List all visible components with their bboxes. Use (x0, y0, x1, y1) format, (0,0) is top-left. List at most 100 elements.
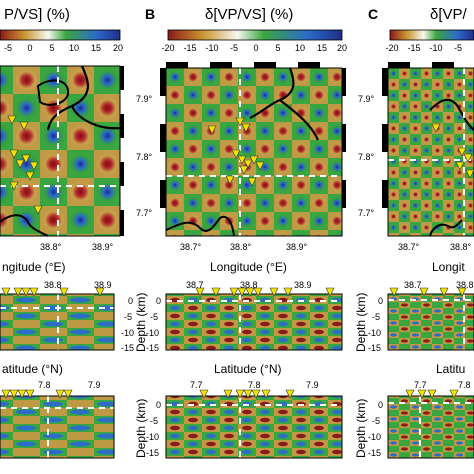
section-lat-a (0, 395, 115, 459)
map-a (0, 65, 124, 237)
colorbar-title-a: P/VS] (%) (4, 6, 70, 23)
section-lat-c-top-tick: 7.8 (458, 380, 471, 390)
cb-a-tick: 5 (49, 43, 55, 53)
section-lat-c-ylabel: Depth (km) (354, 398, 368, 458)
section-lon-a-depth-tick: -15 (121, 343, 135, 353)
section-lon-c-depth-tick: -5 (372, 312, 381, 322)
cb-b-tick: 0 (253, 43, 259, 53)
cb-b-tick: -20 (161, 43, 175, 53)
map-c-lon-tick: 38.8° (450, 242, 472, 252)
section-lat-c-depth-tick: -5 (372, 416, 381, 426)
section-lat-b-depth-tick: -5 (150, 416, 159, 426)
section-lat-b-depth-tick: -15 (146, 448, 160, 458)
section-lat-c-depth-tick: 0 (378, 400, 384, 410)
panel-letter-b: B (145, 6, 156, 22)
section-lon-a-top-tick: 38.9 (94, 280, 112, 290)
colorbar-title-c: δ[VP/ (430, 6, 467, 23)
section-lon-b-top-tick: 38.8 (240, 280, 258, 290)
section-lon-c-xlabel: Latitu (436, 362, 466, 376)
colorbar-ticks-a: -5 0 5 10 15 20 (0, 43, 130, 55)
section-lon-b-stations (195, 287, 335, 297)
map-b-lat-tick: 7.8° (136, 152, 153, 162)
section-lon-c-stations (389, 287, 467, 297)
section-lat-b-top-tick: 7.7 (190, 380, 203, 390)
map-c-stations (431, 123, 474, 179)
map-b-stations (207, 117, 265, 187)
cb-c-tick: -10 (429, 43, 443, 53)
section-lat-c-top-tick: 7.7 (414, 380, 427, 390)
section-lon-c-top-tick: 38.7 (404, 280, 422, 290)
section-lon-b-depth-tick: -15 (146, 343, 160, 353)
section-lon-a-depth-tick: 0 (128, 296, 134, 306)
section-lat-c-depth-tick: -10 (368, 432, 382, 442)
cb-a-tick: 20 (112, 43, 124, 53)
section-lon-a-ylabel: Depth (km) (134, 292, 148, 352)
section-lon-b-top-tick: 38.9 (294, 280, 312, 290)
section-lat-b-ylabel: Depth (km) (134, 398, 148, 458)
section-lon-a (0, 293, 115, 351)
cb-a-tick: 0 (27, 43, 33, 53)
map-a-xlabel: ngitude (°E) (2, 260, 66, 274)
cb-a-tick: -5 (3, 43, 13, 53)
section-lat-a-top-tick: 7.9 (88, 380, 101, 390)
section-lon-a-stations (1, 287, 105, 297)
section-lat-c-depth-tick: -15 (368, 448, 382, 458)
colorbar-a (0, 29, 121, 41)
section-lon-b (165, 293, 343, 351)
panel-letter-c: C (368, 6, 379, 22)
section-lon-b-depth-tick: -10 (146, 328, 160, 338)
section-lon-a-depth-tick: -5 (124, 312, 133, 322)
map-c-lat-tick: 7.8° (358, 152, 375, 162)
section-lon-a-xlabel: atitude (°N) (2, 362, 63, 376)
map-c-lat-tick: 7.9° (358, 94, 375, 104)
cb-b-tick: 10 (294, 43, 306, 53)
section-lon-c-top-tick: 38.8 (456, 280, 474, 290)
map-b-lon-tick: 38.8° (230, 242, 252, 252)
cb-b-tick: -15 (183, 43, 197, 53)
section-lon-c-depth-tick: -10 (368, 328, 382, 338)
section-lon-a-depth-tick: -10 (121, 328, 135, 338)
section-lat-b-top-tick: 7.8 (248, 380, 261, 390)
section-lat-a-stations (1, 389, 73, 399)
section-lat-a-top-tick: 7.8 (38, 380, 51, 390)
map-b-lat-tick: 7.9° (136, 94, 153, 104)
map-c-xlabel: Longit (432, 260, 465, 274)
map-b-xlabel: Longitude (°E) (210, 260, 287, 274)
map-a-lon-tick: 38.8° (40, 242, 62, 252)
cb-b-tick: -10 (205, 43, 219, 53)
cb-a-tick: 10 (68, 43, 80, 53)
section-lat-c-stations (405, 389, 459, 399)
map-b-lat-tick: 7.7° (136, 208, 153, 218)
section-lon-c (387, 293, 474, 351)
section-lat-b-top-tick: 7.9 (306, 380, 319, 390)
cb-b-tick: 5 (275, 43, 281, 53)
section-lat-c (387, 395, 474, 459)
section-lon-b-depth-tick: -5 (150, 312, 159, 322)
map-a-lon-tick: 38.9° (92, 242, 114, 252)
map-c-lon-tick: 38.7° (398, 242, 420, 252)
section-lat-b-depth-tick: 0 (156, 400, 162, 410)
section-lat-b-depth-tick: -10 (146, 432, 160, 442)
section-lon-b-xlabel: Latitude (°N) (214, 362, 282, 376)
cb-b-tick: -5 (229, 43, 239, 53)
section-lon-b-ylabel: Depth (km) (354, 292, 368, 352)
colorbar-c (389, 29, 474, 41)
colorbar-title-b: δ[VP/VS] (%) (205, 6, 294, 23)
cb-c-tick: -5 (453, 43, 463, 53)
section-lat-b-stations (199, 389, 295, 399)
map-b-lon-tick: 38.7° (180, 242, 202, 252)
cb-b-tick: 20 (336, 43, 348, 53)
section-lat-b (165, 395, 343, 459)
map-c-lat-tick: 7.7° (358, 208, 375, 218)
colorbar-b (167, 29, 343, 41)
section-lon-b-top-tick: 38.7 (186, 280, 204, 290)
map-b-lon-tick: 38.9° (286, 242, 308, 252)
cb-b-tick: 15 (316, 43, 328, 53)
colorbar-ticks-c: -20 -15 -10 -5 (0, 43, 474, 55)
section-lon-a-top-tick: 38.8 (44, 280, 62, 290)
colorbar-ticks-b: -20 -15 -10 -5 0 5 10 15 20 (0, 43, 360, 55)
map-b (160, 62, 346, 237)
cb-a-tick: 15 (90, 43, 102, 53)
